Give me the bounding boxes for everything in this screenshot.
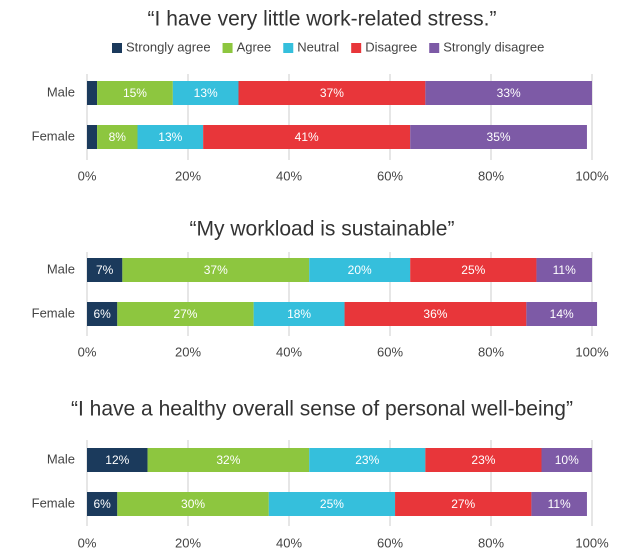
bar-segment [253,302,345,326]
bar-segment [395,492,532,516]
value-label: 12% [105,453,129,467]
value-label: 6% [93,497,111,511]
x-tick-label: 0% [78,344,97,359]
value-label: 13% [194,86,218,100]
category-label: Male [47,84,75,99]
bar-segment [147,448,310,472]
value-label: 25% [461,263,485,277]
category-label: Male [47,451,75,466]
legend-swatch [351,43,362,53]
bar-segment [410,258,537,282]
legend-swatch [112,43,122,53]
bar-segment [87,81,98,105]
bar-segment [203,125,411,149]
x-tick-label: 40% [276,168,302,183]
value-label: 41% [295,130,319,144]
bar-segment [425,81,592,105]
x-tick-label: 80% [478,344,504,359]
value-label: 8% [109,130,127,144]
x-tick-label: 0% [78,535,97,550]
bar-segment [117,302,254,326]
x-tick-label: 80% [478,535,504,550]
bar-segment [87,492,118,516]
bar-segment [87,125,98,149]
bar-segment [87,258,123,282]
bar-segment [97,81,173,105]
legend-swatch [429,43,440,53]
value-label: 37% [320,86,344,100]
bar-segment [122,258,310,282]
value-label: 23% [355,453,379,467]
legend-label: Strongly disagree [443,39,544,54]
value-label: 37% [204,263,228,277]
x-tick-label: 60% [377,535,403,550]
bar-segment [172,81,239,105]
x-tick-label: 60% [377,168,403,183]
bar-segment [531,492,587,516]
legend-label: Neutral [297,39,339,54]
x-tick-label: 20% [175,535,201,550]
x-tick-label: 20% [175,344,201,359]
category-label: Female [32,128,75,143]
value-label: 10% [555,453,579,467]
x-tick-label: 40% [276,344,302,359]
value-label: 14% [550,307,574,321]
bar-segment [238,81,426,105]
value-label: 15% [123,86,147,100]
legend-label: Strongly agree [126,39,211,54]
legend-label: Disagree [365,39,417,54]
bar-segment [309,448,426,472]
bar-segment [87,302,118,326]
value-label: 32% [216,453,240,467]
value-label: 11% [548,497,571,511]
chart-title: “My workload is sustainable” [190,218,455,241]
legend-swatch [283,43,294,53]
bar-segment [344,302,527,326]
value-label: 36% [423,307,447,321]
value-label: 30% [181,497,205,511]
value-label: 27% [173,307,197,321]
bar-segment [97,125,138,149]
x-tick-label: 0% [78,168,97,183]
category-label: Female [32,305,75,320]
chart-title: “I have a healthy overall sense of perso… [71,398,573,421]
bar-segment [541,448,592,472]
x-tick-label: 100% [575,535,609,550]
value-label: 11% [553,263,576,277]
bar-segment [410,125,587,149]
bar-segment [137,125,204,149]
bar-segment [117,492,269,516]
bar-segment [87,448,148,472]
value-label: 27% [451,497,475,511]
legend-swatch [222,43,233,53]
x-tick-label: 40% [276,535,302,550]
bar-segment [268,492,396,516]
value-label: 23% [471,453,495,467]
value-label: 18% [287,307,311,321]
x-tick-label: 80% [478,168,504,183]
x-tick-label: 100% [575,344,609,359]
bar-segment [536,258,592,282]
value-label: 7% [96,263,114,277]
category-label: Male [47,261,75,276]
bar-segment [526,302,598,326]
x-tick-label: 20% [175,168,201,183]
value-label: 35% [487,130,511,144]
x-tick-label: 60% [377,344,403,359]
legend-label: Agree [237,39,272,54]
value-label: 20% [348,263,372,277]
value-label: 13% [158,130,182,144]
value-label: 33% [497,86,521,100]
value-label: 6% [93,307,111,321]
x-tick-label: 100% [575,168,609,183]
bar-segment [309,258,411,282]
chart-title: “I have very little work-related stress.… [148,8,497,31]
category-label: Female [32,495,75,510]
bar-segment [425,448,542,472]
value-label: 25% [320,497,344,511]
